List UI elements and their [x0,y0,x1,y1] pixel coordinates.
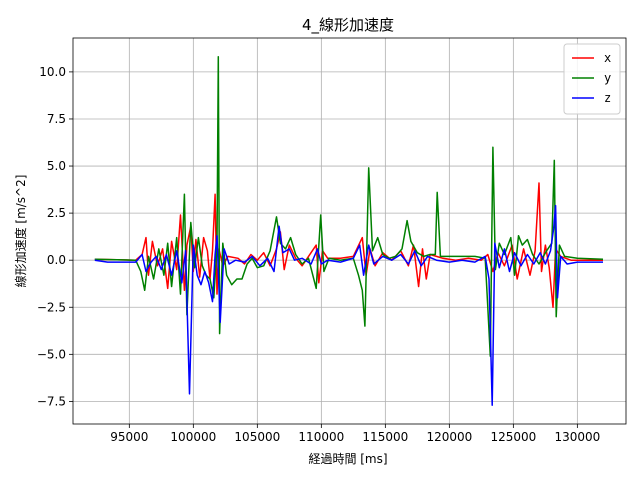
plot-series-group [94,56,604,406]
legend-box [563,43,621,115]
legend-label-x: x [604,51,611,65]
x-tick-label: 95000 [110,430,148,444]
y-axis-label: 線形加速度 [m/s^2] [13,175,28,288]
legend-label-z: z [604,91,611,105]
chart-title: 4_線形加速度 [302,16,394,35]
x-axis-label: 経過時間 [ms] [308,452,387,466]
legend[interactable]: xyz [563,43,621,115]
y-tick-label: 2.5 [47,206,66,220]
x-tick-label: 100000 [170,430,216,444]
x-axis: 95000 100000 105000 110000 115000 120000 12500… [110,424,600,444]
y-tick-label: 10.0 [39,65,66,79]
series-line-z [94,204,603,406]
x-tick-label: 125000 [490,430,536,444]
x-tick-label: 110000 [298,430,344,444]
x-tick-label: 115000 [362,430,408,444]
y-tick-label: 5.0 [47,159,66,173]
x-tick-label: 105000 [234,430,280,444]
y-tick-label: −7.5 [37,394,66,408]
x-tick-label: 120000 [426,430,472,444]
y-tick-label: −5.0 [37,347,66,361]
legend-label-y: y [604,71,611,85]
y-tick-label: 0.0 [47,253,66,267]
y-tick-label: −2.5 [37,300,66,314]
y-tick-label: 7.5 [47,112,66,126]
y-axis: −7.5 −5.0 −2.5 0.0 2.5 5.0 7.5 10.0 [37,65,73,408]
plot-frame [72,37,627,425]
x-tick-label: 130000 [554,430,600,444]
